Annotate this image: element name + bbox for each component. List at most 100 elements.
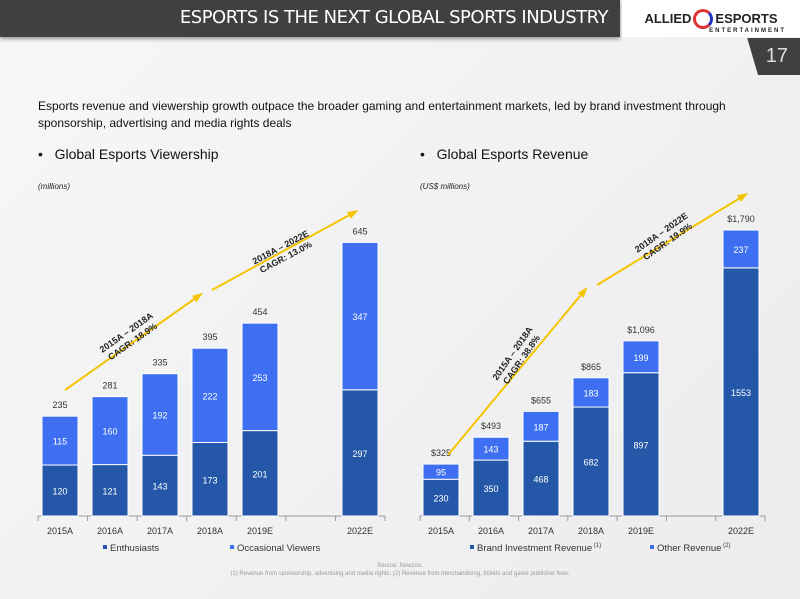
legend-swatch xyxy=(103,545,107,549)
bar-dark xyxy=(572,406,610,517)
bar-value-label: 1553 xyxy=(731,388,751,398)
bar-value-label: 468 xyxy=(533,475,548,485)
bar-value-label: 253 xyxy=(252,373,267,383)
bar-light xyxy=(91,396,129,466)
bar-light xyxy=(522,410,560,442)
bar-dark xyxy=(241,430,279,517)
bar-dark xyxy=(622,372,660,517)
total-label: $1,096 xyxy=(627,325,655,335)
cagr-arrow xyxy=(64,294,201,391)
legend-swatch xyxy=(230,545,234,549)
footer: Source: Newzoo. (1) Revenue from sponsors… xyxy=(0,562,800,578)
bar-value-label: 143 xyxy=(152,482,167,492)
bar-dark xyxy=(522,440,560,517)
x-tick-label: 2019E xyxy=(247,526,273,536)
cagr-arrow xyxy=(447,289,586,456)
bar-value-label: 350 xyxy=(483,484,498,494)
bar-dark xyxy=(341,389,379,517)
total-label: 645 xyxy=(352,226,367,236)
total-label: $493 xyxy=(481,421,501,431)
viewership-unit: (millions) xyxy=(38,182,70,191)
cagr-label: 2015A – 2018ACAGR: 18.9% xyxy=(98,310,162,363)
total-label: $865 xyxy=(581,362,601,372)
bar-value-label: 237 xyxy=(733,245,748,255)
cagr-label: 2015A – 2018ACAGR: 38.8% xyxy=(490,324,543,388)
source-note: Source: Newzoo. xyxy=(377,563,423,569)
total-label: 235 xyxy=(52,400,67,410)
revenue-heading: • Global Esports Revenue xyxy=(420,146,589,162)
arrow-head xyxy=(737,192,749,202)
bar-value-label: 199 xyxy=(633,353,648,363)
x-tick-label: 2018A xyxy=(578,526,604,536)
x-tick-label: 2018A xyxy=(197,526,223,536)
arrow-head xyxy=(192,292,204,303)
x-tick-label: 2017A xyxy=(528,526,554,536)
total-label: 281 xyxy=(102,381,117,391)
bar-value-label: 192 xyxy=(152,410,167,420)
revenue-unit: (US$ millions) xyxy=(420,182,470,191)
bar-value-label: 347 xyxy=(352,312,367,322)
bar-value-label: 143 xyxy=(483,445,498,455)
x-tick-label: 2022E xyxy=(347,526,373,536)
arrow-head xyxy=(577,286,588,298)
viewership-heading: • Global Esports Viewership xyxy=(38,146,219,162)
bar-value-label: 173 xyxy=(202,475,217,485)
bar-light xyxy=(572,377,610,408)
arrow-head xyxy=(347,210,359,219)
bar-value-label: 160 xyxy=(102,427,117,437)
cagr-arrow xyxy=(211,211,356,291)
total-label: 454 xyxy=(252,307,267,317)
legend-label: Brand Investment Revenue (1) xyxy=(477,543,601,554)
x-tick-label: 2022E xyxy=(728,526,754,536)
bar-value-label: 187 xyxy=(533,422,548,432)
legend-swatch xyxy=(470,545,474,549)
slide-header: ESPORTS IS THE NEXT GLOBAL SPORTS INDUST… xyxy=(0,0,620,37)
bar-value-label: 201 xyxy=(252,469,267,479)
bar-value-label: 183 xyxy=(583,388,598,398)
cagr-label: 2018A – 2022ECAGR: 13.0% xyxy=(251,228,316,276)
bar-dark xyxy=(141,454,179,517)
bar-value-label: 230 xyxy=(433,494,448,504)
bar-light xyxy=(472,436,510,461)
x-tick-label: 2015A xyxy=(47,526,73,536)
total-label: 335 xyxy=(152,358,167,368)
company-logo: ALLIED ESPORTS ENTERTAINMENT xyxy=(622,0,800,37)
cagr-label: 2018A – 2022ECAGR: 19.9% xyxy=(633,211,696,264)
bar-dark xyxy=(41,464,79,517)
bar-value-label: 120 xyxy=(52,487,67,497)
bar-value-label: 115 xyxy=(53,437,67,447)
bar-value-label: 95 xyxy=(436,468,446,478)
viewership-title: Global Esports Viewership xyxy=(54,146,219,162)
footnote: (1) Revenue from sponsorship, advertisin… xyxy=(230,571,570,577)
legend-label: Other Revenue (2) xyxy=(657,543,730,554)
bar-value-label: 121 xyxy=(102,486,117,496)
bar-value-label: 297 xyxy=(352,449,367,459)
bar-light xyxy=(622,340,660,374)
cagr-arrow xyxy=(596,194,746,286)
x-tick-label: 2015A xyxy=(428,526,454,536)
bar-light xyxy=(722,229,760,269)
bar-value-label: 897 xyxy=(633,440,648,450)
legend-swatch xyxy=(650,545,654,549)
bar-light xyxy=(41,415,79,466)
total-label: $655 xyxy=(531,395,551,405)
bar-light xyxy=(191,347,229,444)
x-tick-label: 2016A xyxy=(97,526,123,536)
total-label: 395 xyxy=(202,332,217,342)
legend-label: Enthusiasts xyxy=(110,543,159,554)
bar-dark xyxy=(422,478,460,517)
total-label: $1,790 xyxy=(727,214,755,224)
x-tick-label: 2017A xyxy=(147,526,173,536)
x-tick-label: 2016A xyxy=(478,526,504,536)
bar-light xyxy=(422,463,460,480)
legend-label: Occasional Viewers xyxy=(237,543,321,554)
bar-light xyxy=(241,322,279,432)
revenue-title: Global Esports Revenue xyxy=(436,146,589,162)
bar-light xyxy=(341,241,379,391)
intro-text: Esports revenue and viewership growth ou… xyxy=(38,99,726,130)
bar-light xyxy=(141,373,179,456)
x-tick-label: 2019E xyxy=(628,526,654,536)
bar-value-label: 222 xyxy=(202,391,217,401)
slide-title: ESPORTS IS THE NEXT GLOBAL SPORTS INDUST… xyxy=(179,7,609,28)
